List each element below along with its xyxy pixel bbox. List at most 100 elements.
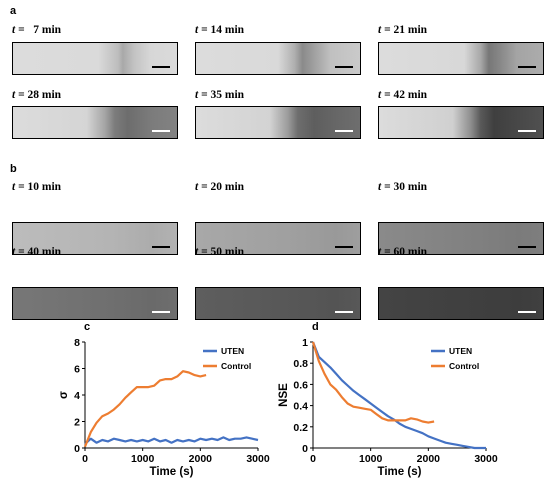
panel-b-time-label: t = 20 min [195, 181, 244, 193]
x-axis-label: Time (s) [150, 466, 194, 478]
legend-label: Control [221, 361, 251, 371]
time-variable: t [12, 246, 16, 258]
y-tick-label: 0 [74, 443, 80, 455]
equals-sign: = [381, 181, 394, 193]
panel-b-micrograph [12, 222, 178, 255]
time-unit: min [405, 24, 428, 36]
equals-sign: = [381, 24, 394, 36]
scale-bar [518, 311, 536, 313]
time-unit: min [39, 181, 62, 193]
panel-b-micrograph [195, 287, 361, 320]
panel-b-micrograph [195, 222, 361, 255]
y-tick-label: 0.4 [293, 401, 308, 413]
panel-b-time-label: t = 50 min [195, 246, 244, 258]
y-tick-label: 0.6 [293, 379, 308, 391]
x-tick-label: 3000 [474, 453, 498, 465]
equals-sign: = [15, 89, 28, 101]
time-variable: t [378, 89, 382, 101]
scale-bar [152, 246, 170, 248]
scale-bar [335, 311, 353, 313]
equals-sign: = [198, 181, 211, 193]
y-axis-label: NSE [278, 383, 290, 407]
y-tick-label: 4 [74, 390, 80, 402]
panel-b-micrograph [12, 287, 178, 320]
time-unit: min [222, 181, 245, 193]
time-variable: t [195, 24, 199, 36]
time-unit: min [405, 246, 428, 258]
time-variable: t [195, 181, 199, 193]
panel-a-time-label: t = 28 min [12, 89, 61, 101]
legend-label: UTEN [221, 346, 244, 356]
y-tick-label: 8 [74, 337, 80, 349]
series-line-uten [311, 341, 486, 450]
panel-a-micrograph [378, 42, 544, 75]
panel-a-time-label: t = 21 min [378, 24, 427, 36]
series-line-control [311, 341, 435, 424]
x-tick-label: 2000 [189, 453, 213, 465]
time-unit: min [222, 246, 245, 258]
time-value: 35 [210, 89, 223, 101]
time-value: 60 [393, 246, 406, 258]
x-tick-label: 3000 [246, 453, 270, 465]
panel-b-micrograph [378, 222, 544, 255]
scale-bar [335, 246, 353, 248]
panel-a-time-label: t = 14 min [195, 24, 244, 36]
panel-a-time-label: t = 42 min [378, 89, 427, 101]
time-value: 14 [210, 24, 223, 36]
time-unit: min [39, 24, 62, 36]
x-axis-label: Time (s) [378, 466, 422, 478]
panel-b-time-label: t = 30 min [378, 181, 427, 193]
panel-a-micrograph [195, 42, 361, 75]
x-tick-label: 0 [82, 453, 88, 465]
time-variable: t [12, 24, 16, 36]
time-variable: t [195, 89, 199, 101]
chart-c: 0 2 4 6 8 0 1000 2000 3000 Time (s) σ UTEN Control [58, 337, 270, 478]
time-value: 10 [27, 181, 40, 193]
time-value: 42 [393, 89, 406, 101]
equals-sign: = [15, 246, 28, 258]
chart-d: 0 0.2 0.4 0.6 0.8 1 0 1000 2000 3000 Time (s) NSE UT… [278, 337, 498, 478]
time-unit: min [405, 181, 428, 193]
y-tick-label: 0.2 [293, 422, 308, 434]
time-variable: t [378, 24, 382, 36]
x-tick-label: 1000 [131, 453, 155, 465]
time-variable: t [378, 246, 382, 258]
equals-sign: = [15, 24, 34, 36]
panel-b-micrograph [378, 287, 544, 320]
scale-bar [518, 130, 536, 132]
equals-sign: = [198, 24, 211, 36]
y-tick-label: 0.8 [293, 358, 308, 370]
time-unit: min [405, 89, 428, 101]
time-unit: min [39, 89, 62, 101]
panel-b-time-label: t = 60 min [378, 246, 427, 258]
series-line-control [83, 370, 207, 448]
panel-a-letter: a [10, 5, 17, 17]
panel-d-letter: d [312, 321, 319, 333]
legend-label: Control [449, 361, 479, 371]
time-value: 28 [27, 89, 40, 101]
panel-a-time-label: t = 35 min [195, 89, 244, 101]
equals-sign: = [381, 89, 394, 101]
scale-bar [152, 130, 170, 132]
y-tick-label: 1 [302, 337, 308, 349]
time-variable: t [195, 246, 199, 258]
time-value: 21 [393, 24, 406, 36]
panel-b-time-label: t = 40 min [12, 246, 61, 258]
time-unit: min [39, 246, 62, 258]
time-variable: t [378, 181, 382, 193]
equals-sign: = [381, 246, 394, 258]
scale-bar [335, 66, 353, 68]
scale-bar [152, 311, 170, 313]
scale-bar [152, 66, 170, 68]
x-tick-label: 2000 [417, 453, 441, 465]
panel-a-time-label: t = 7 min [12, 24, 61, 36]
time-unit: min [222, 24, 245, 36]
time-value: 30 [393, 181, 406, 193]
y-tick-label: 2 [74, 417, 80, 429]
series-line-uten [84, 436, 259, 445]
y-axis-label: σ [58, 391, 70, 399]
panel-c-letter: c [84, 321, 91, 333]
equals-sign: = [198, 89, 211, 101]
y-tick-label: 6 [74, 364, 80, 376]
y-tick-label: 0 [302, 443, 308, 455]
